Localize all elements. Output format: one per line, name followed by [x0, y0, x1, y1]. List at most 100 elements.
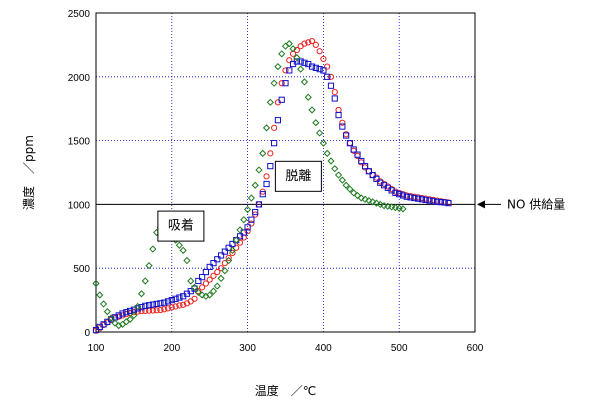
- series-1-point: [297, 58, 304, 65]
- y-tick-label: 500: [73, 264, 90, 275]
- series-1-point: [422, 196, 429, 204]
- annotation-desorption-text: 脱離: [285, 169, 311, 184]
- series-1-point: [399, 192, 407, 199]
- series-0-point: [263, 173, 270, 180]
- series-2-point: [217, 274, 225, 283]
- series-2-point: [228, 246, 237, 254]
- series-1-point: [282, 80, 289, 87]
- series-2-point: [206, 291, 214, 299]
- series-2-point: [183, 256, 191, 265]
- series-2-point: [240, 216, 248, 224]
- data-points: [92, 37, 452, 334]
- series-1-point: [437, 199, 444, 206]
- reference-arrow: [477, 200, 501, 209]
- series-0-point: [210, 272, 217, 279]
- series-0-point: [282, 67, 289, 74]
- series-2-point: [365, 196, 373, 205]
- series-1-point: [403, 193, 410, 200]
- series-1-point: [293, 58, 300, 65]
- series-2-point: [304, 93, 312, 101]
- series-0-point: [301, 40, 308, 47]
- series-0-point: [335, 106, 342, 114]
- series-1-point: [373, 175, 380, 182]
- series-1-point: [202, 268, 210, 276]
- x-tick-label: 100: [88, 343, 105, 354]
- tick-labels: 100 200 300 400 500 600 0 500 1000 1500 2000 2500: [68, 9, 484, 354]
- series-0-point: [217, 265, 225, 272]
- series-2-point: [99, 300, 108, 308]
- series-1-point: [259, 191, 266, 198]
- series-2-point: [285, 40, 293, 48]
- series-2-point: [357, 194, 365, 202]
- series-1-point: [407, 194, 414, 201]
- series-1-point: [335, 111, 342, 119]
- series-2-point: [293, 54, 301, 62]
- series-2-point: [262, 124, 271, 132]
- x-tick-label: 600: [467, 343, 484, 354]
- series-1-point: [195, 277, 202, 285]
- series-1-point: [263, 180, 270, 188]
- series-1-point: [418, 196, 426, 203]
- series-2-point: [312, 119, 320, 127]
- series-0-point: [221, 259, 228, 267]
- x-tick-label: 200: [163, 343, 180, 354]
- x-tick-label: 400: [315, 343, 332, 354]
- series-2-point: [308, 106, 316, 114]
- series-2-point: [376, 200, 384, 209]
- series-2-point: [213, 282, 221, 290]
- series-2-point: [115, 322, 123, 330]
- series-2-point: [346, 185, 354, 193]
- series-1-point: [252, 208, 259, 216]
- series-0-point: [206, 276, 213, 283]
- series-2-point: [297, 65, 305, 73]
- series-1-point: [320, 67, 327, 74]
- series-1-point: [274, 117, 282, 124]
- series-2-point: [149, 245, 157, 253]
- series-1-point: [92, 326, 100, 334]
- series-2-point: [353, 191, 362, 200]
- series-0-point: [199, 284, 206, 291]
- series-0-point: [286, 57, 293, 64]
- series-1-point: [255, 201, 263, 208]
- series-1-point: [221, 248, 228, 255]
- series-2-point: [323, 149, 331, 157]
- series-2-point: [243, 205, 252, 214]
- series-2-point: [327, 157, 335, 165]
- series-0-point: [168, 304, 175, 311]
- series-0-point: [244, 228, 251, 235]
- series-1-point: [157, 300, 164, 307]
- series-0-point: [225, 254, 232, 262]
- series-0-point: [278, 80, 285, 87]
- series-2-point: [145, 262, 153, 270]
- series-0-point: [324, 63, 331, 70]
- y-tick-label: 1500: [68, 137, 91, 148]
- series-2-point: [187, 277, 195, 285]
- series-2-point: [270, 79, 278, 87]
- y-tick-label: 2500: [68, 9, 91, 20]
- series-1-point: [286, 67, 293, 74]
- series-1-point: [434, 198, 441, 205]
- series-2-point: [289, 45, 297, 53]
- series-1-point: [191, 285, 198, 292]
- series-1-point: [308, 63, 316, 70]
- series-2-point: [225, 256, 233, 265]
- series-2-point: [92, 279, 100, 288]
- series-1-point: [361, 163, 369, 170]
- series-2-point: [236, 226, 244, 234]
- annotation-adsorption-text: 吸着: [168, 218, 194, 234]
- series-1-point: [164, 298, 172, 305]
- series-2-point: [221, 267, 229, 275]
- series-1-point: [244, 224, 251, 231]
- y-axis-label: 濃度 ／ppm: [21, 135, 36, 210]
- series-0-point: [248, 220, 255, 227]
- series-1-point: [123, 309, 130, 316]
- x-tick-label: 500: [391, 343, 408, 354]
- series-1-point: [119, 310, 126, 317]
- series-2-point: [130, 311, 138, 320]
- series-0-point: [157, 306, 164, 314]
- series-1-point: [138, 304, 145, 311]
- series-1-point: [115, 312, 122, 319]
- series-1-point: [161, 299, 168, 306]
- series-1-point: [430, 198, 437, 205]
